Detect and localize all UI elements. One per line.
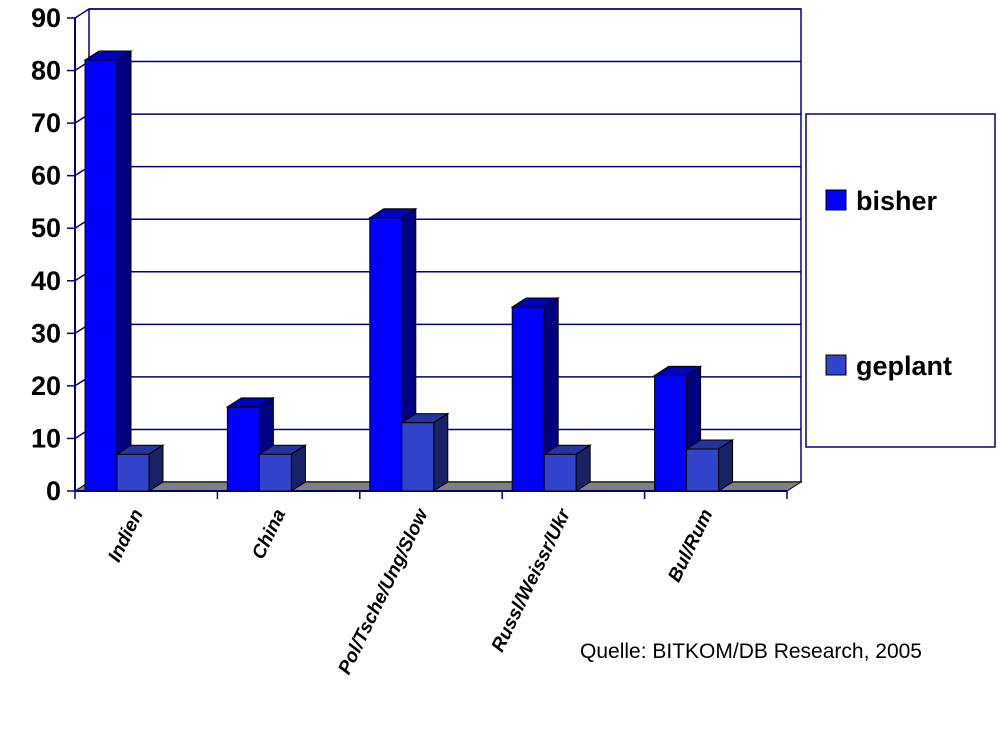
bar-front (401, 422, 435, 492)
x-tick-label: China (248, 506, 290, 563)
bars (83, 50, 735, 492)
bar-side (575, 444, 591, 492)
bar-geplant-1 (257, 444, 308, 492)
x-tick-label: Bul/Rum (664, 506, 717, 586)
y-tick-label: 70 (31, 108, 61, 138)
legend: bisher geplant (805, 113, 996, 448)
y-tick-label: 0 (46, 476, 61, 506)
y-tick-label: 20 (31, 371, 61, 401)
y-tick-label: 50 (31, 213, 61, 243)
x-tick-label: Russl/Weissr/Ukr (488, 505, 576, 656)
bar-front (654, 374, 688, 492)
bar-side (433, 412, 449, 492)
x-tick-label: Pol/Tsche/Ung/Slow (334, 505, 433, 678)
legend-box (805, 113, 996, 448)
bar-side (148, 444, 164, 492)
bar-bisher-0 (83, 50, 133, 492)
bar-side (290, 444, 306, 492)
bar-front (369, 217, 403, 492)
bar-geplant-4 (684, 439, 735, 492)
bar-front (84, 59, 118, 492)
legend-swatch-geplant (825, 354, 847, 376)
y-tick-label: 10 (31, 423, 61, 453)
bar-front (686, 448, 720, 492)
bar-side (116, 50, 132, 492)
y-tick-label: 40 (31, 266, 61, 296)
bar-geplant-0 (115, 444, 165, 492)
legend-label-geplant: geplant (856, 351, 952, 381)
gridline-side (74, 8, 90, 19)
bar-geplant-3 (542, 444, 592, 492)
bar-front (258, 453, 292, 492)
legend-label-bisher: bisher (856, 186, 938, 216)
y-axis-ticks: 0 10 20 30 40 50 60 70 80 90 (31, 3, 61, 506)
y-tick-label: 60 (31, 161, 61, 191)
bar-bisher-3 (510, 297, 560, 492)
legend-swatch-bisher (825, 189, 847, 211)
bar-front (511, 306, 545, 492)
bar-front (226, 406, 260, 492)
bar-side (718, 439, 734, 492)
bar-front (543, 453, 577, 492)
y-tick-label: 80 (31, 56, 61, 86)
bar-front (116, 453, 150, 492)
bar-geplant-2 (400, 412, 450, 492)
y-tick-label: 90 (31, 3, 61, 33)
bar-bisher-4 (652, 365, 703, 492)
x-tick-label: Indien (104, 506, 147, 565)
source-note: Quelle: BITKOM/DB Research, 2005 (580, 640, 922, 663)
y-tick-label: 30 (31, 318, 61, 348)
